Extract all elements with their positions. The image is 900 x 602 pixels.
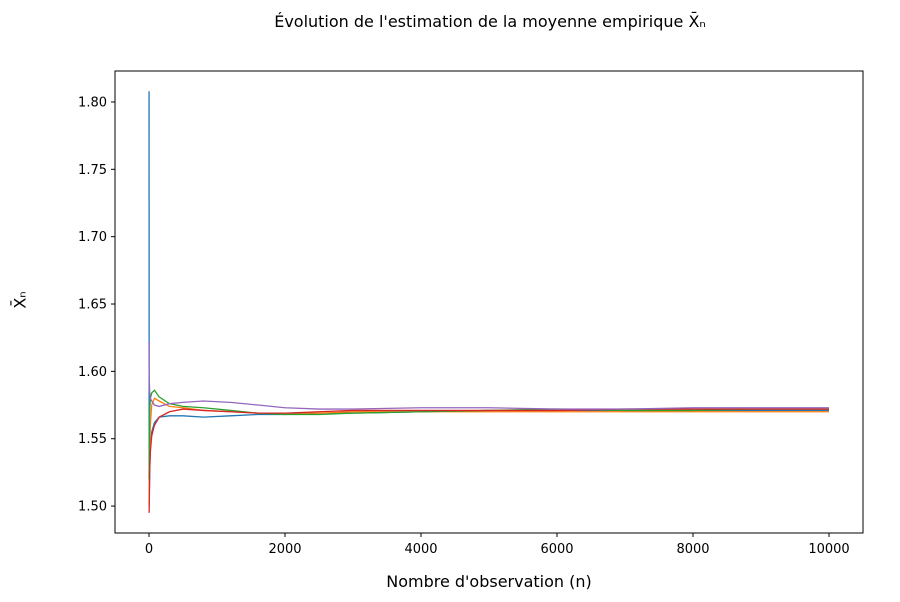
x-tick-label: 2000	[268, 542, 301, 557]
plot-frame	[114, 70, 864, 534]
y-tick-label: 1.75	[78, 163, 107, 178]
x-tick-label: 0	[145, 542, 153, 557]
y-tick-label: 1.50	[78, 500, 107, 515]
x-axis-label: Nombre d'observation (n)	[386, 572, 592, 591]
chart-title: Évolution de l'estimation de la moyenne …	[274, 12, 706, 31]
x-tick-label: 8000	[676, 542, 709, 557]
x-tick-label: 6000	[540, 542, 573, 557]
series-line-4	[148, 408, 829, 513]
series-layer	[148, 91, 829, 513]
series-line-5	[148, 341, 829, 410]
x-axis-ticks: 0 2000 4000 6000 8000 10000	[145, 533, 850, 557]
y-tick-label: 1.70	[78, 230, 107, 245]
x-tick-label: 4000	[404, 542, 437, 557]
series-line-3	[148, 389, 829, 480]
y-tick-label: 1.55	[78, 432, 107, 447]
y-axis-ticks: 1.50 1.55 1.60 1.65 1.70 1.75 1.80	[78, 95, 115, 515]
y-axis-label: X̄ₙ	[10, 291, 30, 309]
x-tick-label: 10000	[808, 542, 849, 557]
y-tick-label: 1.60	[78, 365, 107, 380]
y-tick-label: 1.80	[78, 95, 107, 110]
y-tick-label: 1.65	[78, 298, 107, 313]
series-line-1	[148, 91, 829, 493]
